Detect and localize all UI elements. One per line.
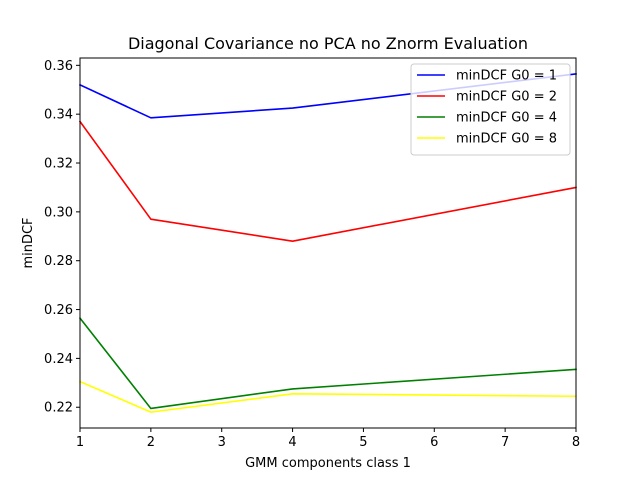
legend-label-2: minDCF G0 = 2 bbox=[456, 90, 557, 105]
y-tick-label: 0.36 bbox=[44, 59, 73, 74]
y-axis-label: minDCF bbox=[21, 217, 36, 268]
series-line-3 bbox=[78, 316, 577, 410]
x-tick-label: 1 bbox=[76, 435, 84, 450]
x-tick-label: 7 bbox=[501, 435, 509, 450]
series-line-4 bbox=[78, 380, 577, 413]
y-tick-label: 0.34 bbox=[44, 108, 73, 123]
y-tick-label: 0.30 bbox=[44, 205, 73, 220]
x-tick-label: 2 bbox=[147, 435, 155, 450]
y-tick-label: 0.28 bbox=[44, 254, 73, 269]
x-tick-label: 5 bbox=[359, 435, 367, 450]
legend-label-3: minDCF G0 = 4 bbox=[456, 111, 557, 126]
plot-frame bbox=[79, 57, 577, 429]
y-tick-label: 0.24 bbox=[44, 352, 73, 367]
x-axis: 1 2 3 4 5 6 7 8 bbox=[76, 428, 580, 450]
x-axis-label: GMM components class 1 bbox=[245, 456, 411, 471]
legend-label-4: minDCF G0 = 8 bbox=[456, 132, 557, 147]
y-tick-label: 0.22 bbox=[44, 401, 73, 416]
series-line-2 bbox=[78, 120, 577, 242]
x-tick-label: 8 bbox=[572, 435, 580, 450]
y-tick-label: 0.26 bbox=[44, 303, 73, 318]
legend-box bbox=[410, 63, 571, 156]
y-tick-label: 0.32 bbox=[44, 157, 73, 172]
y-axis: 0.22 0.24 0.26 0.28 0.30 0.32 0.34 0.36 bbox=[44, 59, 80, 416]
legend-label-1: minDCF G0 = 1 bbox=[456, 69, 557, 84]
x-tick-label: 3 bbox=[218, 435, 226, 450]
x-tick-label: 6 bbox=[430, 435, 438, 450]
chart-title: Diagonal Covariance no PCA no Znorm Eval… bbox=[128, 34, 528, 53]
legend: minDCF G0 = 1 minDCF G0 = 2 minDCF G0 = 4 m… bbox=[410, 63, 571, 156]
x-tick-label: 4 bbox=[288, 435, 296, 450]
